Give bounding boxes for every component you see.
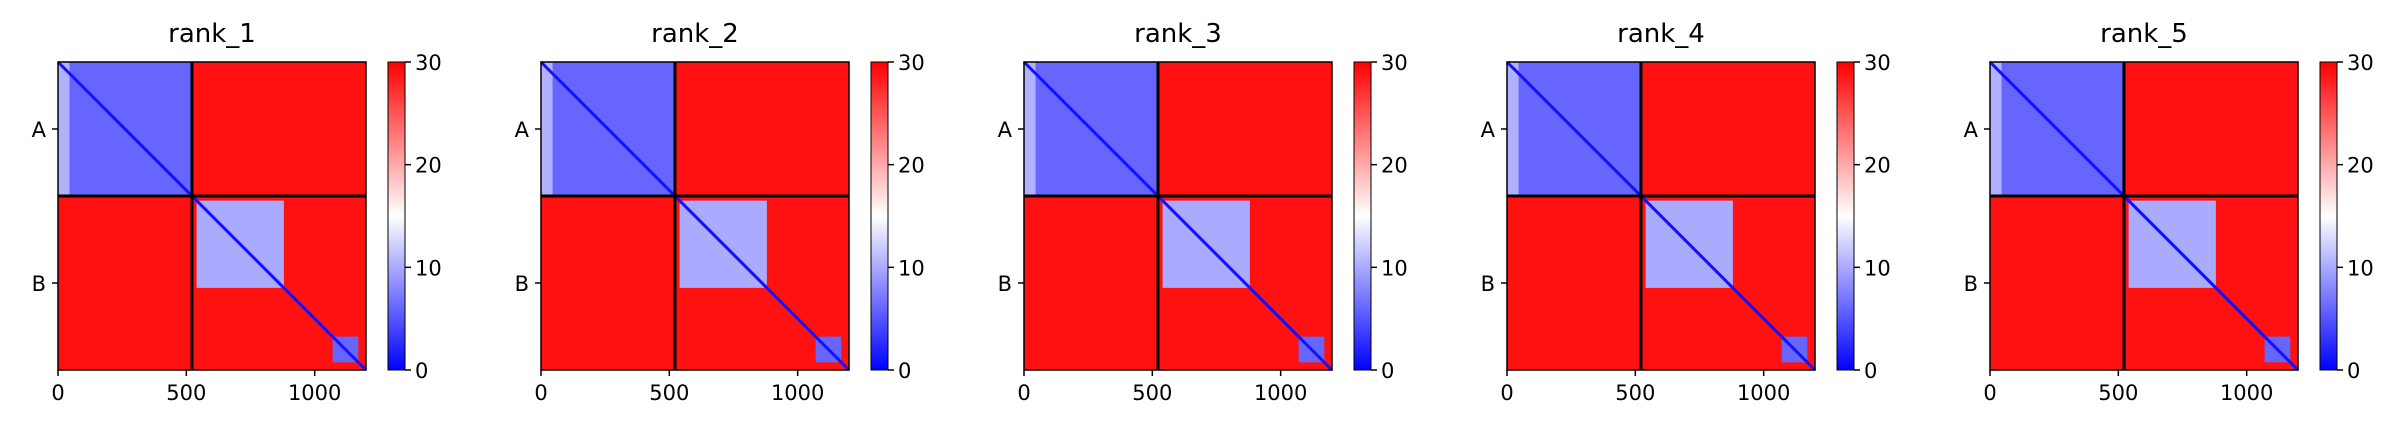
axes-frame <box>57 61 367 371</box>
colorbar <box>1836 61 1855 371</box>
colorbar-tick-label: 10 <box>2347 256 2374 280</box>
y-tick-label: A <box>515 118 530 142</box>
colorbar-tick-label: 10 <box>415 256 442 280</box>
x-tick-label: 500 <box>1132 381 1172 405</box>
heatmap-stripe-A <box>1024 62 1036 196</box>
colorbar-tick-label: 20 <box>415 154 442 178</box>
colorbar-tick-label: 20 <box>1381 154 1408 178</box>
heatmap-diagonal <box>1022 60 1334 372</box>
colorbar <box>2319 61 2338 371</box>
colorbar-tick-label: 30 <box>898 51 925 75</box>
axes-frame <box>1989 61 2299 371</box>
panel-rank_5: rank_5 A B 0 500 1000 0 10 20 30 <box>1964 19 2374 405</box>
colorbar-tick-label: 10 <box>1381 256 1408 280</box>
heatmap-stripe-A <box>58 62 70 196</box>
y-tick-label: A <box>998 118 1013 142</box>
heatmap-stripe-A <box>541 62 553 196</box>
x-tick-label: 1000 <box>2220 381 2273 405</box>
x-tick-label: 1000 <box>1737 381 1790 405</box>
x-tick-label: 1000 <box>288 381 341 405</box>
x-tick-label: 0 <box>51 381 64 405</box>
colorbar-tick-label: 0 <box>2347 359 2360 383</box>
colorbar-tick-label: 0 <box>415 359 428 383</box>
panel-title: rank_1 <box>168 19 256 49</box>
x-tick-label: 500 <box>166 381 206 405</box>
y-tick-label: A <box>32 118 47 142</box>
x-tick-label: 0 <box>1983 381 1996 405</box>
heatmap-stripe-A <box>1507 62 1519 196</box>
colorbar-tick-label: 30 <box>2347 51 2374 75</box>
axes-frame <box>1506 61 1816 371</box>
colorbar-tick-label: 10 <box>1864 256 1891 280</box>
colorbar-tick-label: 0 <box>1864 359 1877 383</box>
x-tick-label: 0 <box>534 381 547 405</box>
x-tick-label: 1000 <box>1254 381 1307 405</box>
panel-rank_1: rank_1 A B 0 500 1000 0 10 20 30 <box>32 19 442 405</box>
heatmap-stripe-A <box>1990 62 2002 196</box>
colorbar-tick-label: 0 <box>1381 359 1394 383</box>
axes-frame <box>540 61 850 371</box>
colorbar-tick-label: 30 <box>1381 51 1408 75</box>
panel-rank_4: rank_4 A B 0 500 1000 0 10 20 30 <box>1481 19 1891 405</box>
x-tick-label: 500 <box>2098 381 2138 405</box>
colorbar-tick-label: 20 <box>1864 154 1891 178</box>
x-tick-label: 500 <box>1615 381 1655 405</box>
colorbar-tick-label: 30 <box>415 51 442 75</box>
heatmap-diagonal <box>56 60 368 372</box>
colorbar <box>1353 61 1372 371</box>
colorbar-tick-label: 20 <box>2347 154 2374 178</box>
colorbar-tick-label: 30 <box>1864 51 1891 75</box>
panel-title: rank_5 <box>2100 19 2188 49</box>
panel-rank_3: rank_3 A B 0 500 1000 0 10 20 30 <box>998 19 1408 405</box>
colorbar <box>870 61 889 371</box>
panel-title: rank_4 <box>1617 19 1705 49</box>
x-tick-label: 500 <box>649 381 689 405</box>
y-tick-label: A <box>1481 118 1496 142</box>
colorbar-tick-label: 0 <box>898 359 911 383</box>
y-tick-label: B <box>1481 272 1495 296</box>
panel-title: rank_2 <box>651 19 739 49</box>
y-tick-label: B <box>1964 272 1978 296</box>
y-tick-label: A <box>1964 118 1979 142</box>
x-tick-label: 0 <box>1500 381 1513 405</box>
colorbar-tick-label: 20 <box>898 154 925 178</box>
y-tick-label: B <box>998 272 1012 296</box>
y-tick-label: B <box>515 272 529 296</box>
axes-frame <box>1023 61 1333 371</box>
x-tick-label: 1000 <box>771 381 824 405</box>
colorbar-tick-label: 10 <box>898 256 925 280</box>
panel-title: rank_3 <box>1134 19 1222 49</box>
colorbar <box>387 61 406 371</box>
heatmap-diagonal <box>1505 60 1817 372</box>
y-tick-label: B <box>32 272 46 296</box>
heatmap-diagonal <box>1988 60 2300 372</box>
x-tick-label: 0 <box>1017 381 1030 405</box>
panel-rank_2: rank_2 A B 0 500 1000 0 10 20 30 <box>515 19 925 405</box>
heatmap-diagonal <box>539 60 851 372</box>
